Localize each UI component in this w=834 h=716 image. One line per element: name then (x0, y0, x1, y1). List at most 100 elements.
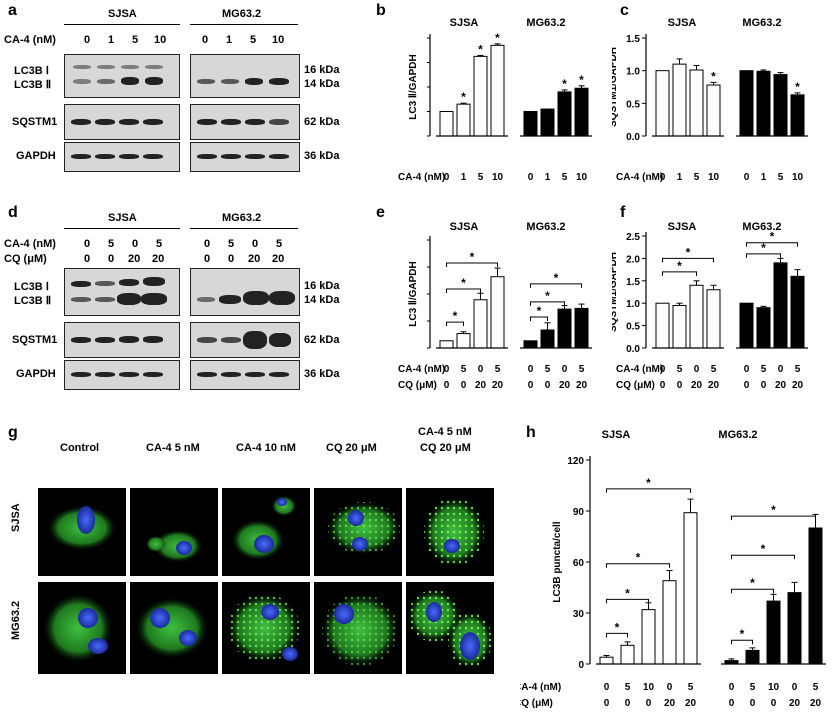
x-tick-label: 5 (461, 364, 467, 375)
x-row-label: CQ (μM) (398, 380, 437, 391)
group-line (64, 228, 180, 229)
bar (773, 74, 788, 137)
significance-star: * (495, 31, 500, 45)
bar (662, 580, 677, 665)
x-tick-label: 0 (528, 364, 534, 375)
lane-label: 20 (152, 253, 165, 265)
x-tick-label: 5 (813, 682, 819, 693)
significance-star: * (453, 309, 458, 323)
blot-sqstm1-mg (190, 104, 300, 140)
x-tick-label: 0 (461, 380, 467, 391)
lane-label: 1 (108, 34, 115, 46)
group-line (190, 228, 298, 229)
group-title: SJSA (450, 17, 479, 29)
x-tick-label: 10 (576, 172, 588, 183)
lane-label: 0 (132, 238, 139, 250)
significance-star: * (636, 551, 641, 565)
bar (655, 302, 670, 349)
micro-col-label: Control (60, 442, 100, 454)
x-row-label: CA-4 (nM) (616, 364, 663, 375)
x-tick-label: 10 (643, 682, 655, 693)
x-tick-label: 1 (761, 172, 767, 183)
bar (540, 329, 555, 349)
x-tick-label: 5 (750, 682, 756, 693)
panel-label-c: c (620, 2, 629, 19)
lc3b1-label: LC3B Ⅰ (14, 281, 50, 293)
cell-label-sjsa: SJSA (108, 8, 137, 20)
chart-f-sqstm1-cq: 0.0 0.5 1.0 1.5 2.0 2.5 SQSTM1/GAPDH SJSA MG63.2… (612, 221, 808, 391)
x-tick-label: 0 (677, 380, 683, 391)
kda-62: 62 kDa (304, 334, 340, 346)
y-tick-label: 30 (573, 609, 585, 620)
x-row-label: CA-4 (nM) (398, 172, 445, 183)
lane-label: 1 (226, 34, 233, 46)
panel-label-a: a (8, 2, 17, 19)
x-tick-label: 0 (667, 682, 673, 693)
lane-label: 5 (228, 238, 235, 250)
significance-bracket (731, 515, 816, 521)
x-tick-label: 0 (528, 380, 534, 391)
panel-label-e: e (376, 204, 385, 221)
significance-star: * (770, 230, 775, 244)
x-tick-label: 5 (688, 682, 694, 693)
lane-label: 20 (272, 253, 285, 265)
significance-star: * (625, 586, 630, 600)
x-tick-label: 1 (677, 172, 683, 183)
y-axis-label: SQSTM1/GAPDH (612, 252, 619, 332)
chart-c-sqstm1-ca4: 0.0 0.5 1.0 1.5 SQSTM1/GAPDH SJSA MG63.2 * * CA-4… (612, 17, 808, 183)
micro-col-label: CA-4 5 nM (418, 426, 472, 438)
bar (473, 299, 488, 349)
x-tick-label: 20 (789, 698, 801, 709)
panel-label-b: b (376, 2, 386, 19)
ca4-row-label: CA-4 (nM) (4, 34, 56, 46)
significance-star: * (761, 542, 766, 556)
bar (655, 70, 670, 137)
significance-bracket (606, 632, 628, 638)
significance-bracket (530, 283, 582, 288)
micro-row-label: MG63.2 (10, 600, 22, 640)
panel-label-f: f (620, 204, 626, 221)
significance-star: * (615, 620, 620, 634)
y-tick-label: 0.0 (626, 344, 640, 355)
x-tick-label: 0 (478, 364, 484, 375)
micrograph-mg-ca4-cq (406, 582, 494, 674)
bar (766, 600, 781, 665)
bar (706, 84, 721, 137)
bar (756, 307, 771, 349)
lane-label: 5 (276, 238, 283, 250)
x-tick-label: 5 (694, 172, 700, 183)
micrograph-mg-control (38, 582, 126, 674)
x-tick-label: 0 (660, 364, 666, 375)
significance-bracket (606, 598, 649, 604)
bar (456, 333, 471, 349)
y-tick-label: 2.0 (626, 254, 640, 265)
bar (739, 302, 754, 349)
lane-label: 0 (252, 238, 259, 250)
significance-star: * (562, 77, 567, 91)
x-tick-label: 20 (576, 380, 588, 391)
bar (745, 649, 760, 665)
kda-62: 62 kDa (304, 116, 340, 128)
x-tick-label: 1 (545, 172, 551, 183)
group-line (64, 24, 180, 25)
significance-star: * (545, 289, 550, 303)
x-tick-label: 0 (750, 698, 756, 709)
sqstm1-label: SQSTM1 (12, 116, 58, 128)
group-title: MG63.2 (526, 17, 565, 29)
x-tick-label: 5 (778, 172, 784, 183)
x-tick-label: 0 (562, 364, 568, 375)
micrograph-mg-cq20 (314, 582, 402, 674)
x-tick-label: 5 (761, 364, 767, 375)
lane-label: 0 (204, 238, 211, 250)
group-title: MG63.2 (742, 17, 781, 29)
bar (557, 308, 572, 349)
x-tick-label: 5 (545, 364, 551, 375)
significance-star: * (771, 503, 776, 517)
x-tick-label: 5 (795, 364, 801, 375)
bar (787, 592, 802, 665)
blot-lc3b-mg (190, 54, 300, 98)
micrograph-sjsa-control (38, 488, 126, 576)
x-tick-label: 0 (761, 380, 767, 391)
micrograph-sjsa-cq20 (314, 488, 402, 576)
